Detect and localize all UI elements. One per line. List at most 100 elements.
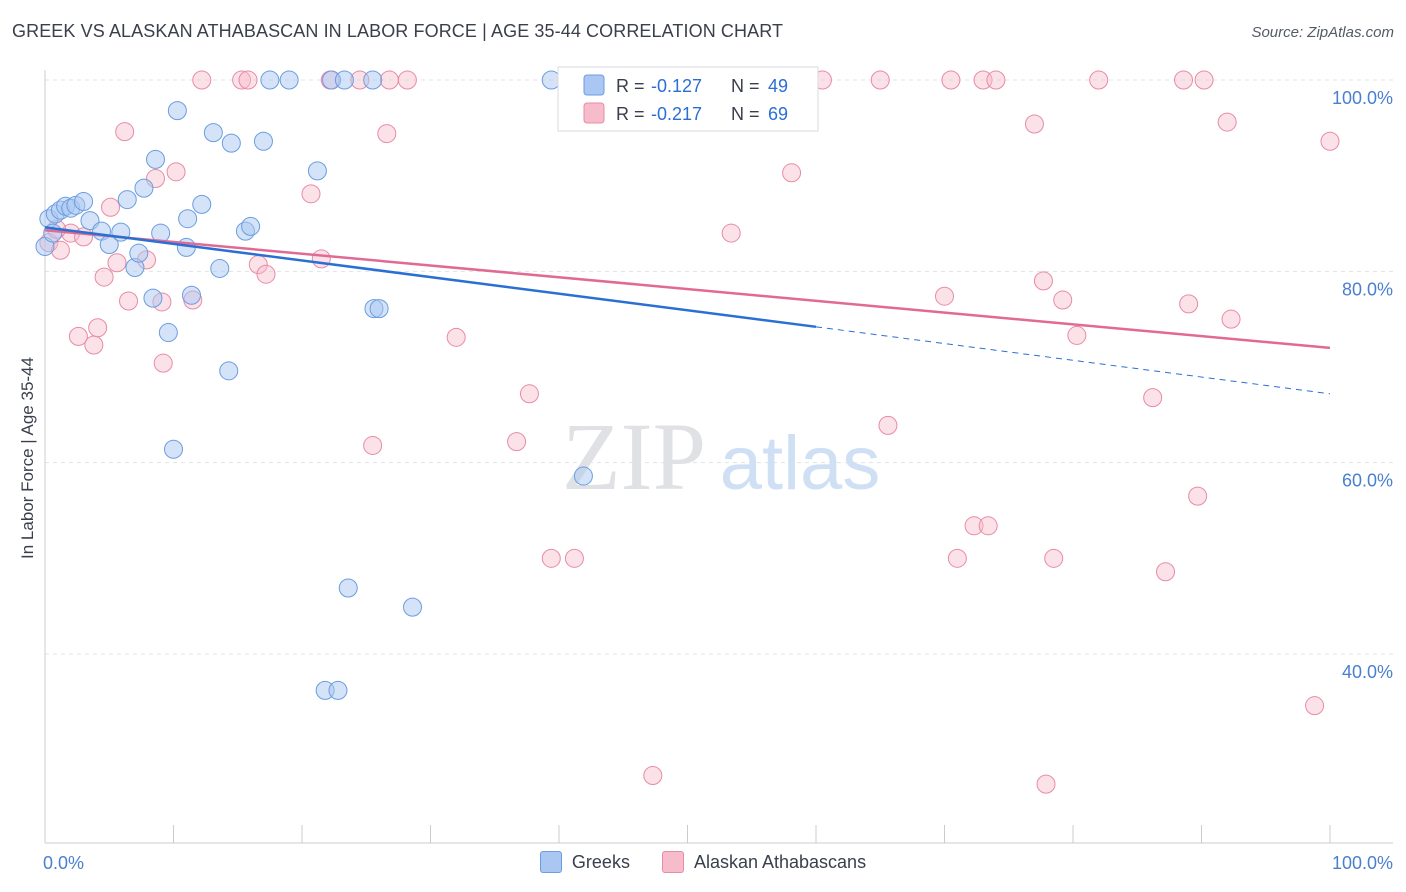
greek-point (279, 70, 299, 90)
alaskan-point (1179, 294, 1199, 314)
greek-point (338, 578, 358, 598)
y-tick-label: 100.0% (1332, 88, 1393, 108)
alaskan-point (941, 70, 961, 90)
chart-title: GREEK VS ALASKAN ATHABASCAN IN LABOR FOR… (12, 21, 784, 41)
greek-point (334, 70, 354, 90)
legend-n-value-greek: 49 (768, 76, 788, 96)
greek-point (253, 131, 273, 151)
alaskan-point (1044, 548, 1064, 568)
greek-point (74, 191, 94, 211)
legend-swatch-greek (583, 74, 605, 96)
alaskan-point (1089, 70, 1109, 90)
alaskan-point (782, 163, 802, 183)
greek-point (210, 258, 230, 278)
greek-point (164, 439, 183, 459)
x-tick-label: 0.0% (43, 853, 84, 873)
alaskan-point (68, 326, 88, 346)
alaskan-point (1320, 131, 1340, 151)
greek-point (307, 161, 327, 181)
greek-point (129, 243, 149, 263)
alaskan-point (377, 124, 397, 144)
greek-point (181, 285, 201, 305)
alaskan-point (878, 415, 898, 435)
greek-point (143, 288, 163, 308)
legend-r-label-greek: R = (616, 76, 645, 96)
greek-point (134, 178, 154, 198)
alaskan-point (1221, 309, 1241, 329)
alaskan-point (519, 384, 539, 404)
greek-point (403, 597, 423, 617)
alaskan-point (1156, 562, 1176, 582)
alaskan-point (1067, 325, 1087, 345)
alaskan-point (379, 70, 399, 90)
greek-point (158, 323, 178, 343)
watermark: ZIP atlas (562, 403, 880, 510)
greek-point (203, 123, 223, 143)
alaskan-point (978, 516, 998, 536)
axes (44, 70, 1393, 844)
alaskan-point (446, 327, 466, 347)
legend-n-label-alaskan: N = (731, 104, 760, 124)
alaskan-point (935, 286, 954, 306)
alaskan-point (643, 765, 663, 785)
y-tick-label: 80.0% (1342, 279, 1393, 299)
greek-trend-extension (815, 326, 1331, 395)
alaskan-point (1188, 486, 1208, 506)
alaskan-point (101, 197, 121, 217)
greeks-swatch (539, 851, 562, 873)
alaskan-point (986, 70, 1006, 90)
alaskan-point (363, 435, 383, 455)
greek-point (178, 209, 198, 229)
alaskan-point (238, 70, 258, 90)
series-legend: Greeks Alaskan Athabascans (0, 851, 1406, 873)
greek-points (35, 70, 633, 700)
alaskan-point (721, 223, 741, 243)
watermark-atlas: atlas (720, 421, 881, 506)
legend-swatch-alaskan (583, 102, 605, 124)
legend-item-greeks[interactable]: Greeks (539, 851, 630, 873)
greek-point (146, 149, 166, 169)
alaskan-point (84, 335, 104, 355)
y-tick-label: 60.0% (1342, 471, 1393, 491)
legend-n-label-greek: N = (731, 76, 760, 96)
alaskan-point (311, 249, 331, 269)
greek-point (167, 101, 187, 121)
alaskan-point (256, 264, 276, 284)
greek-point (241, 216, 261, 236)
alaskan-point (1305, 696, 1325, 716)
alaskan-trend-line (44, 228, 1331, 350)
alaskan-point (964, 516, 984, 536)
legend-r-value-alaskan: -0.217 (651, 104, 702, 124)
alaskan-label: Alaskan Athabascans (693, 851, 867, 872)
alaskan-point (166, 162, 186, 182)
greek-point (221, 133, 241, 153)
alaskan-point (192, 70, 212, 90)
alaskan-point (1143, 388, 1163, 408)
alaskan-point (1053, 290, 1073, 310)
greek-point (369, 299, 389, 319)
x-tick-label: 100.0% (1332, 853, 1393, 873)
legend-item-alaskan[interactable]: Alaskan Athabascans (661, 851, 867, 873)
alaskan-point (115, 122, 135, 142)
alaskan-point (119, 291, 139, 311)
alaskan-point (507, 432, 527, 452)
legend-n-value-alaskan: 69 (768, 104, 788, 124)
alaskan-swatch (661, 851, 684, 873)
greek-point (328, 680, 348, 700)
gridlines (45, 79, 1393, 655)
alaskan-point (1024, 114, 1044, 134)
source-label: Source: ZipAtlas.com (1251, 24, 1394, 41)
stats-legend: R = -0.127 N = 49 R = -0.217 N = 69 (557, 66, 819, 132)
alaskan-point (232, 70, 252, 90)
alaskan-point (107, 253, 127, 273)
alaskan-point (1174, 70, 1194, 90)
alaskan-point (870, 70, 890, 90)
alaskan-point (94, 267, 114, 287)
trend-lines (44, 226, 1331, 395)
alaskan-point (397, 70, 417, 90)
watermark-zip: ZIP (562, 403, 706, 510)
greek-point (573, 466, 593, 486)
legend-r-value-greek: -0.127 (651, 76, 702, 96)
alaskan-point (947, 548, 967, 568)
